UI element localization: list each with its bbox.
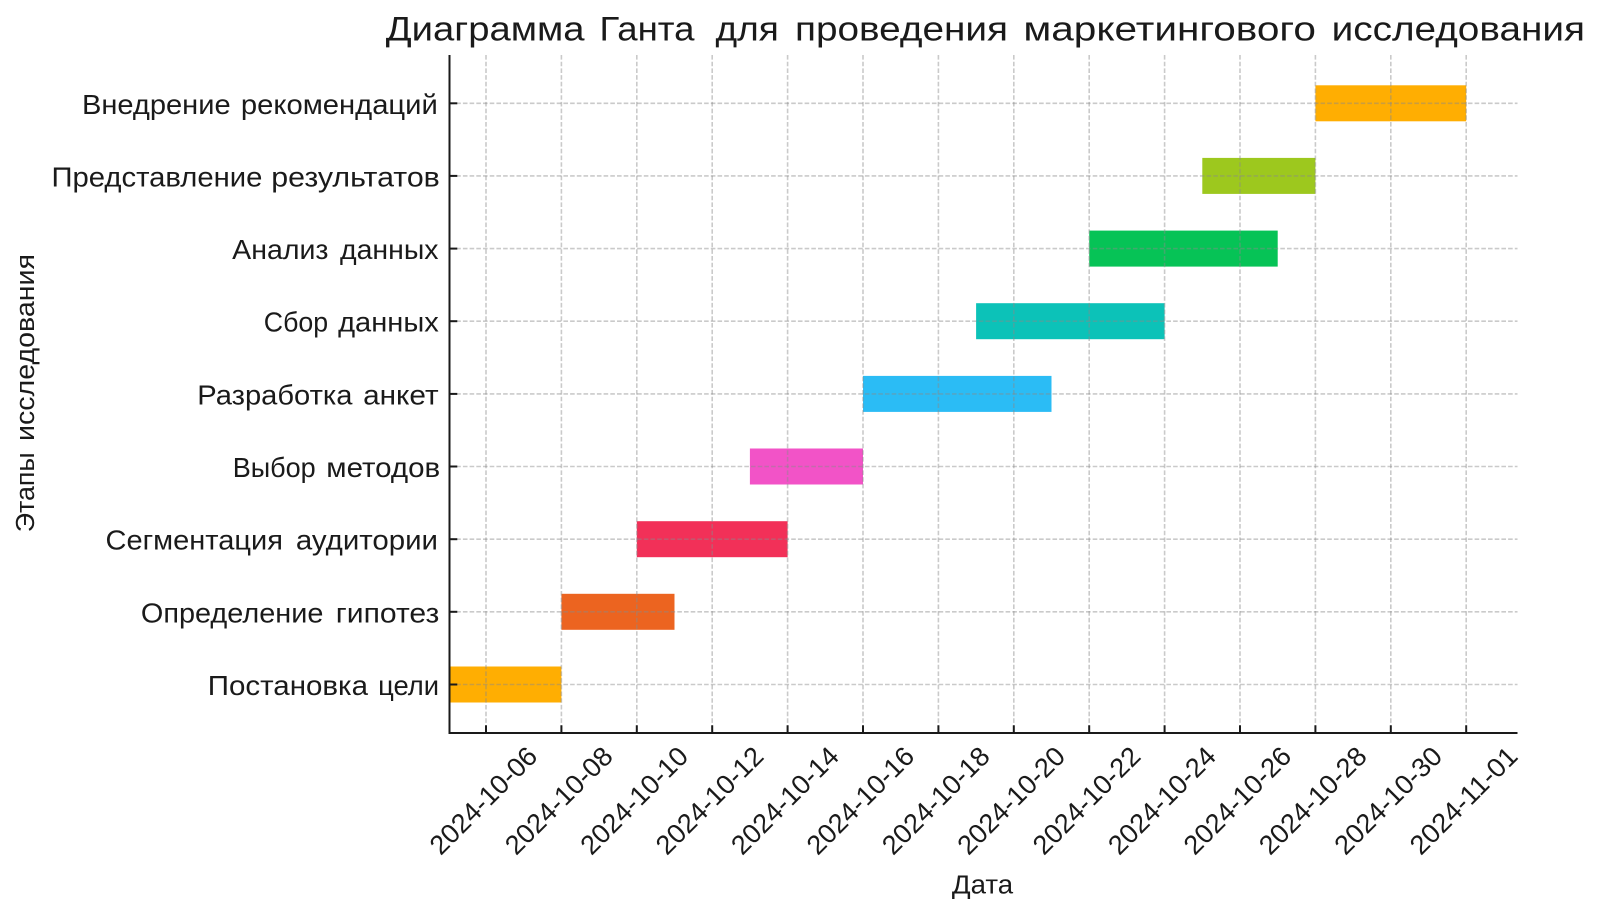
svg-text:проведения: проведения (795, 11, 1008, 49)
svg-text:Диаграмма: Диаграмма (386, 11, 585, 49)
svg-text:Определение: Определение (141, 597, 323, 628)
svg-text:данных: данных (340, 234, 439, 265)
svg-text:Сбор: Сбор (264, 307, 328, 338)
svg-text:Внедрение: Внедрение (82, 89, 231, 120)
svg-text:Анализ: Анализ (232, 234, 328, 265)
svg-text:Постановка: Постановка (208, 670, 369, 701)
svg-text:аудитории: аудитории (296, 525, 438, 556)
svg-text:цели: цели (378, 670, 439, 701)
svg-text:Этапы: Этапы (12, 452, 40, 532)
svg-text:методов: методов (326, 452, 440, 483)
svg-text:Ганта: Ганта (600, 11, 695, 49)
svg-text:рекомендаций: рекомендаций (241, 89, 438, 120)
svg-text:Разработка: Разработка (197, 379, 353, 410)
svg-text:маркетингового: маркетингового (1023, 11, 1316, 49)
svg-text:результатов: результатов (271, 161, 440, 192)
svg-text:анкет: анкет (363, 379, 439, 410)
svg-text:Сегментация: Сегментация (106, 525, 283, 556)
svg-text:исследования: исследования (1332, 11, 1585, 49)
svg-text:данных: данных (338, 307, 439, 338)
svg-text:Представление: Представление (52, 161, 263, 192)
svg-text:для: для (716, 11, 779, 49)
svg-text:Выбор: Выбор (233, 452, 316, 483)
svg-text:Дата: Дата (952, 872, 1014, 900)
svg-text:гипотез: гипотез (336, 597, 440, 628)
svg-text:исследования: исследования (12, 254, 40, 441)
